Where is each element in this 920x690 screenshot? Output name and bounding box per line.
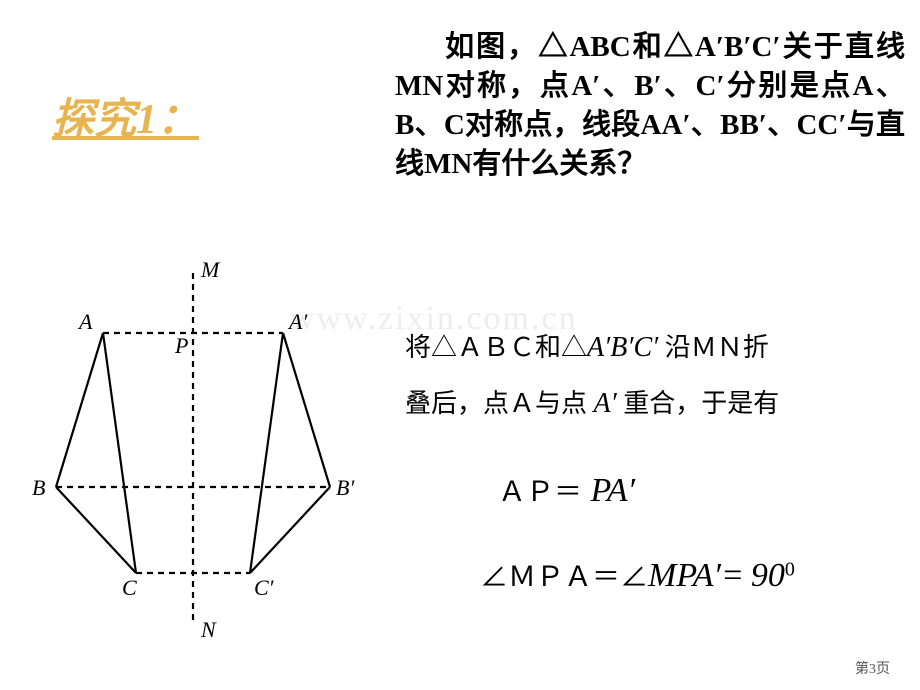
fold-line1a: 将△ＡＢＣ和△ [405,333,587,362]
geometry-diagram: M N A A′ B B′ C C′ P [28,255,358,650]
eq2-mid: MPA′ [648,557,721,594]
svg-text:B′: B′ [336,475,355,500]
svg-text:C: C [122,575,137,600]
svg-text:N: N [200,617,217,642]
eq2-eq: = [721,557,744,594]
fold-abc-prime: A′B′C′ [587,332,658,363]
page-number: 第3页 [855,658,890,678]
eq1-rhs: PA′ [582,472,635,509]
fold-line2a: 叠后，点Ａ与点 [405,389,594,418]
fold-line1c: 沿ＭＮ折 [658,333,769,362]
equation-ap: ＡＰ＝ PA′ [498,470,635,510]
svg-text:C′: C′ [254,575,275,600]
problem-statement: 如图，△ABC和△A′B′C′关于直线MN对称，点A′、B′、C′分别是点A、B… [395,28,905,185]
eq1-lhs: ＡＰ＝ [498,477,582,508]
svg-text:A′: A′ [287,309,308,334]
problem-text: 如图，△ABC和△A′B′C′关于直线MN对称，点A′、B′、C′分别是点A、B… [395,31,905,180]
svg-text:P: P [174,333,188,358]
equation-angle: ∠ＭＰＡ＝∠MPA′= 900 [480,555,795,595]
eq2-lhs: ∠ＭＰＡ＝∠ [480,562,648,593]
eq2-sup: 0 [785,559,795,581]
svg-text:B: B [32,475,45,500]
section-heading: 探究1： [52,85,199,146]
svg-text:A: A [77,309,93,334]
fold-explanation: 将△ＡＢＣ和△A′B′C′ 沿ＭＮ折 叠后，点Ａ与点 A′ 重合，于是有 [405,320,907,432]
svg-text:M: M [200,257,221,282]
fold-line2c: 重合，于是有 [617,389,780,418]
fold-a-prime: A′ [594,388,617,419]
eq2-num: 90 [751,557,785,594]
